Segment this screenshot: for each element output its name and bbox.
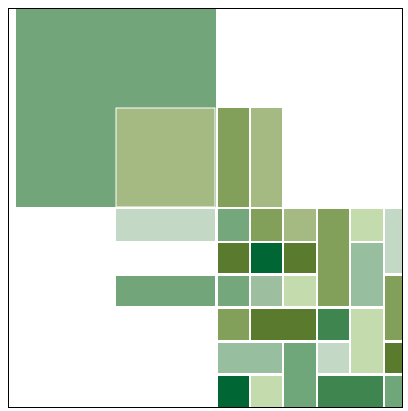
tile xyxy=(284,276,316,306)
tile xyxy=(351,209,383,241)
tile xyxy=(251,276,282,306)
tile xyxy=(385,343,402,373)
tile xyxy=(318,309,349,340)
tile xyxy=(116,276,215,306)
tile xyxy=(218,309,249,340)
tile xyxy=(251,309,316,340)
tile xyxy=(115,107,216,208)
tile xyxy=(351,309,383,373)
tile xyxy=(251,209,282,241)
tile xyxy=(318,209,349,306)
frame-border xyxy=(8,8,403,408)
tile xyxy=(218,108,249,207)
tile xyxy=(218,376,249,407)
tile xyxy=(351,243,383,306)
tile xyxy=(251,376,282,407)
tile xyxy=(218,343,282,373)
tiles xyxy=(16,9,402,407)
tile xyxy=(318,376,383,407)
tile xyxy=(318,343,349,373)
tile xyxy=(251,108,282,207)
tile xyxy=(385,276,402,340)
tile xyxy=(284,243,316,273)
tile xyxy=(218,243,249,273)
tile xyxy=(284,209,316,241)
tile xyxy=(116,209,215,241)
tile xyxy=(385,209,402,273)
tile xyxy=(251,243,282,273)
tile xyxy=(218,276,249,306)
tile xyxy=(385,376,402,407)
tile xyxy=(218,209,249,241)
tile xyxy=(284,343,316,407)
